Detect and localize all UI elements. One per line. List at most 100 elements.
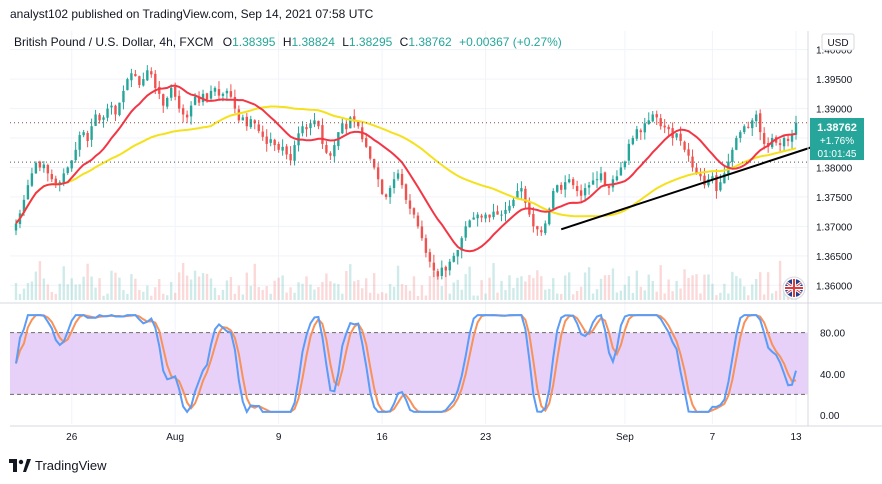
candle-body — [134, 74, 137, 77]
volume-bar — [58, 283, 61, 300]
volume-bar — [679, 288, 682, 300]
candle-body — [142, 79, 145, 86]
candle-body — [404, 184, 408, 200]
candle-body — [790, 135, 794, 142]
time-tick-label: 26 — [66, 432, 78, 443]
candle-body — [380, 179, 384, 194]
candle-body — [460, 238, 463, 251]
volume-bar — [50, 292, 54, 300]
candle-body — [293, 145, 296, 161]
candle-body — [26, 185, 30, 200]
candle-body — [74, 149, 77, 161]
candle-body — [22, 199, 26, 213]
currency-button-bg[interactable] — [821, 33, 855, 51]
tradingview-logo-icon — [9, 459, 31, 472]
volume-bar — [695, 274, 698, 300]
volume-bar — [54, 293, 57, 300]
candle-body — [325, 144, 328, 153]
volume-bar — [778, 260, 782, 300]
volume-bar — [448, 293, 451, 300]
candle-body — [544, 223, 547, 234]
candle-body — [122, 90, 125, 103]
candle-body — [452, 255, 455, 262]
candle-body — [663, 125, 666, 128]
currency-label[interactable]: USD — [827, 38, 848, 49]
volume-bar — [134, 278, 137, 300]
candle-body — [185, 114, 189, 118]
candle-body — [86, 132, 89, 141]
volume-bar — [782, 289, 786, 300]
candle-body — [345, 123, 348, 130]
chart-legend: British Pound / U.S. Dollar, 4h, FXCM O1… — [14, 35, 562, 49]
volume-bar — [500, 280, 503, 300]
volume-bar — [257, 287, 260, 300]
volume-bar — [126, 293, 129, 300]
volume-bar — [217, 295, 221, 300]
candle-body — [587, 185, 591, 188]
candle-body — [603, 172, 607, 186]
volume-bar — [707, 274, 710, 300]
price-tick-label: 1.38000 — [816, 163, 853, 174]
candle-body — [484, 214, 487, 219]
ma-slow-line — [15, 105, 797, 225]
candle-body — [281, 146, 284, 151]
volume-bar — [62, 266, 65, 300]
candle-body — [170, 87, 173, 98]
moving-averages — [15, 84, 797, 253]
volume-bar — [66, 284, 69, 300]
candle-body — [261, 131, 264, 137]
volume-bar — [516, 277, 519, 300]
time-tick-label: 23 — [480, 432, 492, 443]
stoch-k-line — [15, 313, 797, 415]
candle-body — [50, 173, 54, 180]
volume-bar — [173, 292, 177, 300]
volume-bar — [297, 282, 300, 300]
volume-bar — [400, 284, 404, 300]
volume-bar — [78, 284, 81, 300]
time-tick-label: 9 — [276, 432, 282, 443]
time-tick-label: 16 — [377, 432, 389, 443]
candle-body — [396, 173, 400, 179]
volume-bar — [452, 282, 455, 300]
candle-body — [595, 179, 599, 181]
candle-body — [504, 209, 507, 214]
volume-bar — [277, 277, 280, 300]
candle-body — [563, 182, 567, 190]
candle-body — [376, 167, 380, 180]
volume-bar — [388, 284, 392, 300]
candle-body — [464, 226, 467, 238]
volume-bar — [552, 278, 555, 300]
candle-body — [82, 132, 85, 136]
price-tick-label: 1.39000 — [816, 105, 853, 116]
candle-body — [388, 188, 392, 198]
volume-bar — [245, 272, 249, 300]
volume-bar — [82, 276, 85, 300]
volume-bar — [424, 295, 428, 300]
candle-body — [62, 173, 65, 183]
volume-bar — [651, 280, 654, 300]
volume-bar — [333, 283, 336, 300]
volume-bar — [86, 263, 89, 300]
trendline-segment[interactable] — [560, 143, 821, 231]
candle-body — [114, 105, 117, 115]
volume-bar — [102, 295, 105, 300]
volume-bar — [571, 294, 575, 300]
candle-body — [245, 116, 249, 127]
candle-body — [778, 143, 782, 146]
volume-bar — [46, 284, 50, 300]
candle-body — [683, 141, 686, 150]
tradingview-logo[interactable]: TradingView — [9, 458, 107, 473]
volume-bar — [209, 278, 213, 300]
volume-bar — [396, 265, 400, 300]
candle-body — [739, 132, 742, 139]
volume-bar — [766, 272, 770, 300]
volume-bar — [436, 272, 440, 300]
volume-bar — [98, 278, 101, 300]
candle-body — [488, 214, 491, 218]
stoch-band-fill — [10, 332, 808, 395]
candle-body — [639, 130, 642, 133]
currency-button[interactable]: USD — [821, 33, 855, 51]
candle-body — [532, 214, 535, 227]
volume-bar — [384, 293, 388, 300]
